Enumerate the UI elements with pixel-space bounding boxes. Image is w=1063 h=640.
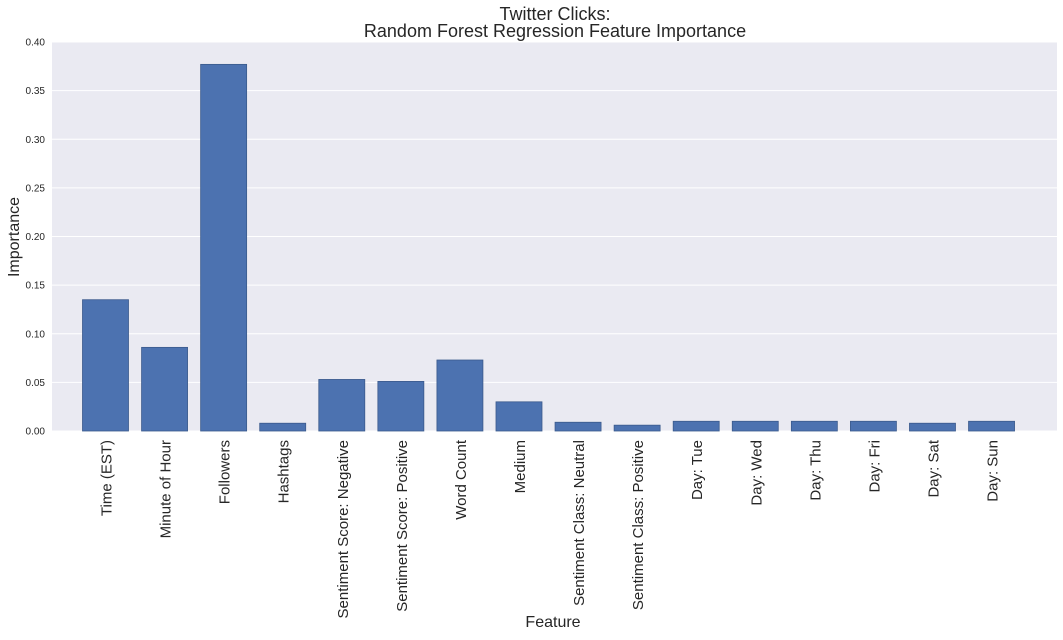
y-tick-label: 0.05 [26,378,46,389]
y-tick-label: 0.35 [26,86,46,97]
y-tick-label: 0.15 [26,281,46,292]
bar-day-sun [968,420,1015,432]
bar-hashtags [259,422,307,432]
x-tick-label: Medium [512,440,529,493]
x-tick-label: Day: Wed [748,440,765,506]
x-tick-label: Sentiment Score: Positive [394,440,411,612]
x-tick-label: Time (EST) [99,440,116,516]
bar-medium [495,401,543,432]
x-tick-label: Sentiment Class: Positive [630,440,647,610]
x-tick-label: Word Count [453,439,470,520]
x-tick-label: Followers [217,440,234,504]
y-tick-labels: 0.00 0.05 0.10 0.15 0.20 0.25 0.30 0.35 0.40 [26,38,46,438]
bar-minute-of-hour [141,346,188,432]
x-tick-label: Day: Thu [807,440,824,501]
x-tick-label: Day: Tue [689,440,706,500]
y-tick-label: 0.10 [26,329,46,340]
y-tick-label: 0.30 [26,135,46,146]
bar-sentiment-score-negative [318,379,366,432]
y-tick-label: 0.00 [26,427,46,438]
x-tick-label: Day: Fri [866,440,883,493]
x-tick-label: Sentiment Class: Neutral [571,440,588,606]
bar-day-fri [850,420,897,432]
chart-title-line-1: Twitter Clicks: [499,4,610,24]
x-tick-label: Minute of Hour [158,440,175,538]
x-tick-label: Hashtags [276,440,293,503]
bar-followers [200,63,248,432]
bar-sentiment-class-neutral [554,421,602,432]
bar-time-est [82,299,129,432]
bar-sentiment-class-positive [613,424,661,432]
y-axis-label: Importance [6,197,23,277]
y-tick-label: 0.20 [26,232,46,243]
x-axis-label: Feature [525,614,580,631]
y-tick-label: 0.40 [26,38,46,49]
bars [82,63,1015,432]
bar-day-wed [731,420,779,432]
bar-day-tue [672,420,720,432]
x-tick-label: Day: Sun [985,440,1002,502]
x-tick-labels: Time (EST) Minute of Hour Followers Hashtag… [99,439,1002,618]
bar-day-sat [909,422,956,432]
x-tick-label: Day: Sat [925,439,942,497]
bar-day-thu [790,420,838,432]
chart-title-line-2: Random Forest Regression Feature Importa… [364,21,746,41]
bar-word-count [436,359,484,432]
bar-sentiment-score-positive [377,381,425,432]
x-tick-label: Sentiment Score: Negative [335,440,352,618]
y-tick-label: 0.25 [26,183,46,194]
